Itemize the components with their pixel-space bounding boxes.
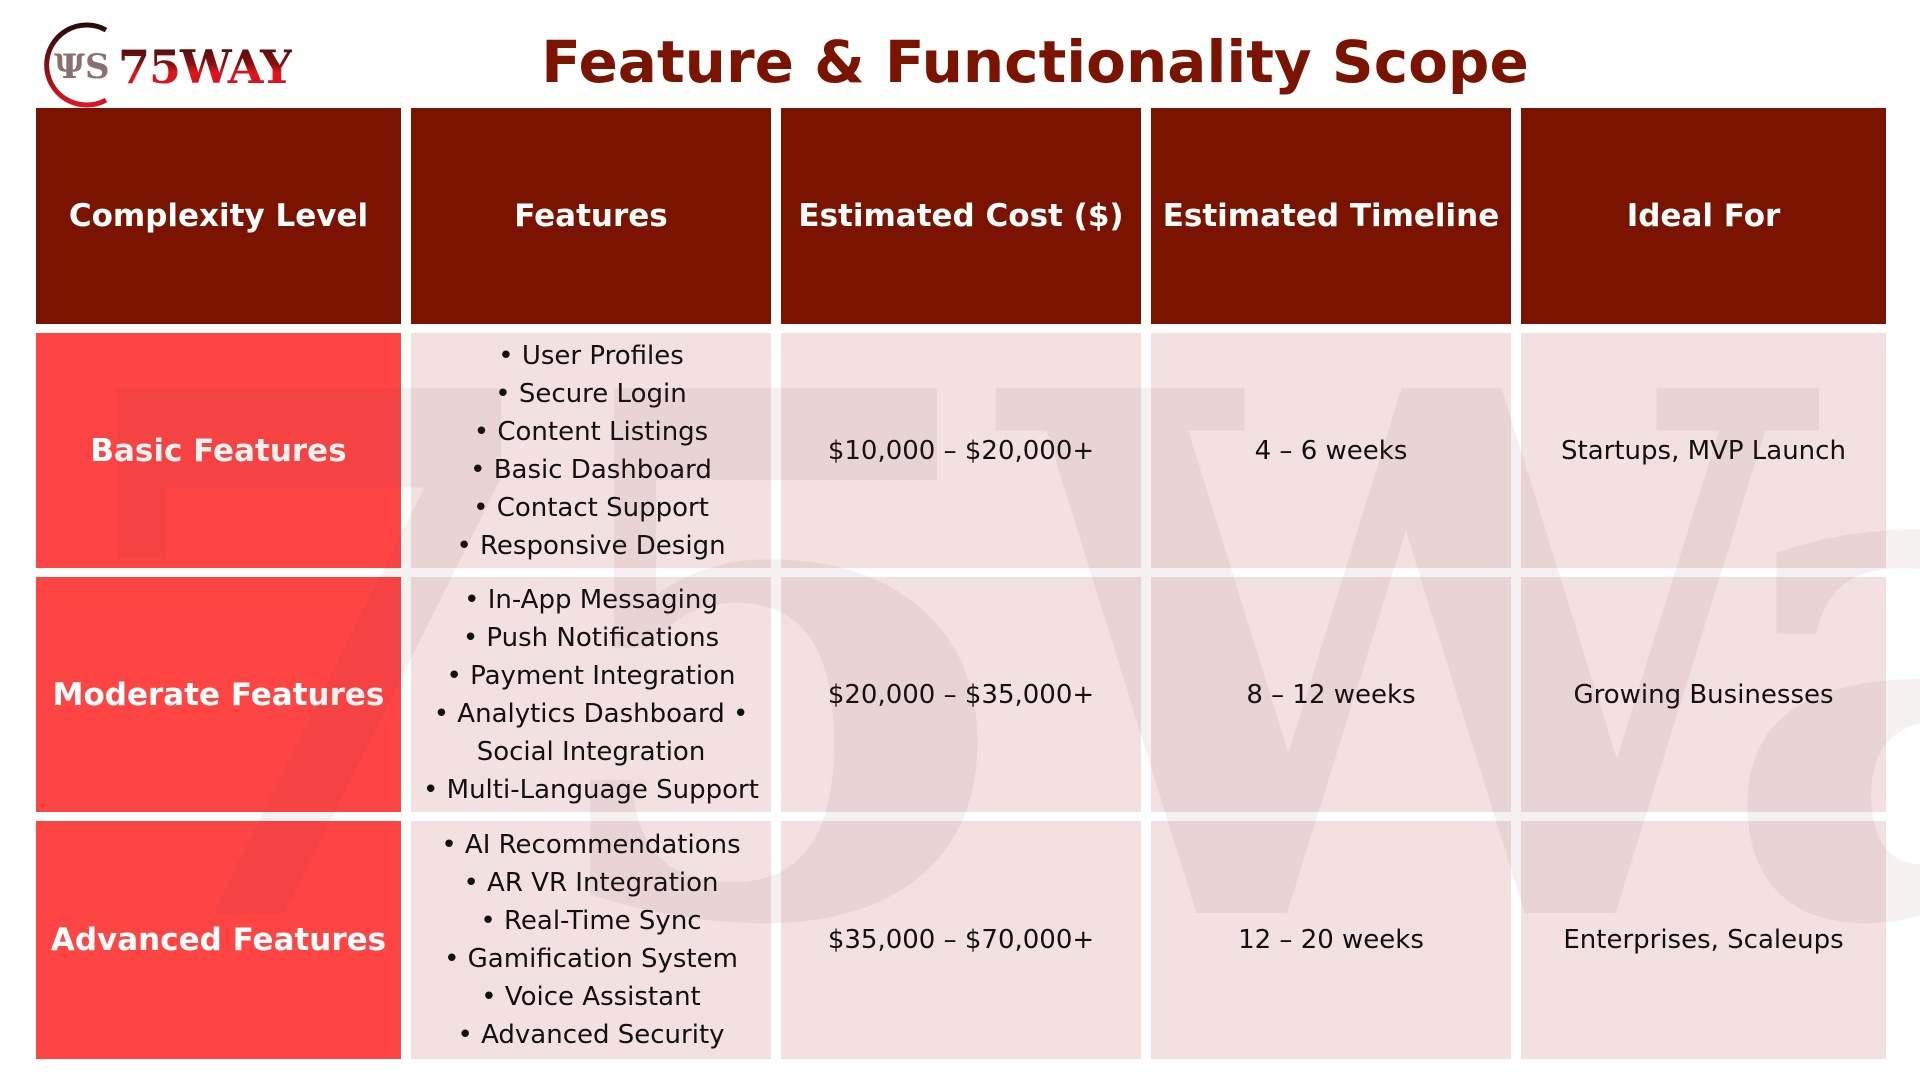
ideal-advanced: Enterprises, Scaleups xyxy=(1521,821,1886,1059)
level-advanced: Advanced Features xyxy=(36,821,401,1059)
features-moderate: • In-App Messaging • Push Notifications … xyxy=(411,577,771,812)
ideal-basic: Startups, MVP Launch xyxy=(1521,333,1886,568)
timeline-basic: 4 – 6 weeks xyxy=(1151,333,1511,568)
cost-moderate: $20,000 – $35,000+ xyxy=(781,577,1141,812)
feature-item: • Push Notifications xyxy=(462,622,720,653)
page-title: Feature & Functionality Scope xyxy=(541,28,1529,96)
feature-item: • AI Recommendations xyxy=(441,830,741,860)
ideal-moderate: Growing Businesses xyxy=(1521,577,1886,812)
feature-item: • In-App Messaging xyxy=(464,584,718,615)
header-features: Features xyxy=(411,108,771,324)
feature-item: Social Integration xyxy=(476,736,706,767)
logo-text: 75WAY xyxy=(118,40,293,94)
feature-item: • Multi-Language Support xyxy=(423,774,759,805)
logo-swirl-icon: ΨS xyxy=(44,22,110,108)
feature-item: • Voice Assistant xyxy=(481,982,701,1012)
features-advanced: • AI Recommendations • AR VR Integration… xyxy=(411,821,771,1059)
header-timeline: Estimated Timeline xyxy=(1151,108,1511,324)
feature-item: • Gamification System xyxy=(444,944,738,974)
feature-item: • Real-Time Sync xyxy=(480,906,702,936)
feature-item: • Contact Support xyxy=(473,492,709,523)
logo: ΨS 75WAY xyxy=(34,18,304,108)
timeline-advanced: 12 – 20 weeks xyxy=(1151,821,1511,1059)
cost-basic: $10,000 – $20,000+ xyxy=(781,333,1141,568)
header-ideal-for: Ideal For xyxy=(1521,108,1886,324)
feature-item: • Analytics Dashboard • xyxy=(433,698,749,729)
timeline-moderate: 8 – 12 weeks xyxy=(1151,577,1511,812)
feature-item: • Advanced Security xyxy=(457,1020,725,1050)
feature-item: • Payment Integration xyxy=(446,660,736,691)
header-cost: Estimated Cost ($) xyxy=(781,108,1141,324)
feature-item: • Secure Login xyxy=(495,378,687,409)
feature-item: • Content Listings xyxy=(473,416,709,447)
feature-item: • Basic Dashboard xyxy=(470,454,712,485)
feature-item: • AR VR Integration xyxy=(463,868,719,898)
feature-item: • Responsive Design xyxy=(456,530,726,561)
scope-table: Complexity Level Features Estimated Cost… xyxy=(36,108,1886,1060)
svg-text:ΨS: ΨS xyxy=(54,47,110,87)
header-complexity: Complexity Level xyxy=(36,108,401,324)
level-moderate: Moderate Features xyxy=(36,577,401,812)
level-basic: Basic Features xyxy=(36,333,401,568)
features-basic: • User Profiles • Secure Login • Content… xyxy=(411,333,771,568)
cost-advanced: $35,000 – $70,000+ xyxy=(781,821,1141,1059)
feature-item: • User Profiles xyxy=(498,340,684,371)
